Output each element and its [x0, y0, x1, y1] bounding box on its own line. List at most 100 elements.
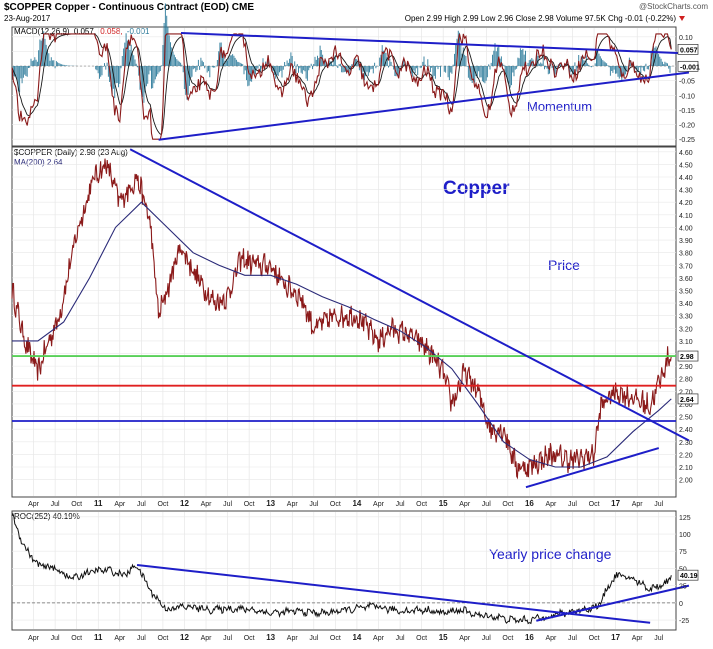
macd-panel-frame	[11, 26, 677, 147]
price-x-tick-label: Jul	[482, 501, 491, 508]
y-tick-label: 2.70	[679, 389, 693, 396]
y-tick-label: 2.90	[679, 364, 693, 371]
price-x-tick-label: Oct	[416, 501, 427, 508]
price-x-tick-label: 15	[439, 499, 448, 508]
quote-change-arrow	[679, 16, 685, 21]
y-tick-label: 0	[679, 601, 683, 608]
roc-x-tick-label: 16	[525, 633, 534, 642]
yearly-change-annotation: Yearly price change	[489, 546, 612, 562]
price-x-tick-label: Apr	[459, 501, 471, 508]
roc-x-tick-label: Jul	[654, 635, 663, 642]
y-tick-label: 4.30	[679, 188, 693, 195]
roc-x-tick-label: Oct	[330, 635, 341, 642]
y-tick-label: 0.10	[679, 35, 693, 42]
y-tick-label: 3.80	[679, 251, 693, 258]
roc-x-tick-label: Apr	[287, 635, 299, 642]
price-x-tick-label: Apr	[632, 501, 644, 508]
price-value-label-box	[677, 350, 699, 362]
price-x-tick-label: 13	[266, 499, 275, 508]
roc-x-tick-label: Apr	[459, 635, 471, 642]
price-x-tick-label: Apr	[373, 501, 385, 508]
ma-legend: MA(200) 2.64	[14, 158, 63, 167]
chart-date: 23-Aug-2017	[4, 14, 51, 23]
price-x-tick-label: Jul	[654, 501, 663, 508]
price-x-tick-label: Jul	[568, 501, 577, 508]
price-x-tick-label: Jul	[137, 501, 146, 508]
roc-x-tick-label: 17	[611, 633, 620, 642]
y-tick-label: 2.20	[679, 452, 693, 459]
roc-x-tick-label: Jul	[309, 635, 318, 642]
roc-x-tick-label: Oct	[71, 635, 82, 642]
roc-x-tick-label: Oct	[157, 635, 168, 642]
y-tick-label: 3.60	[679, 276, 693, 283]
y-tick-label: 75	[679, 549, 687, 556]
price-x-tick-label: Apr	[114, 501, 126, 508]
price-x-tick-label: Apr	[28, 501, 40, 508]
price-x-tick-label: Jul	[309, 501, 318, 508]
axes-layer: Apr Apr Jul Jul Oct Oct 11 11 Apr Apr Jul Jul Oct Oct…	[28, 35, 700, 642]
price-trendline-0	[129, 148, 690, 442]
price-x-tick-label: Oct	[157, 501, 168, 508]
y-tick-label: 4.50	[679, 162, 693, 169]
price-x-tick-label: Oct	[589, 501, 600, 508]
y-tick-label: -0.15	[679, 108, 695, 115]
quote-line: Open 2.99 High 2.99 Low 2.96 Close 2.98 …	[405, 14, 677, 23]
roc-line	[11, 512, 672, 625]
roc-x-tick-label: Jul	[396, 635, 405, 642]
roc-x-tick-label: Apr	[201, 635, 213, 642]
roc-legend: ROC(252) 40.19%	[14, 512, 80, 521]
macd-legend-signal: 0.058,	[100, 27, 122, 36]
roc-x-tick-label: Jul	[482, 635, 491, 642]
y-tick-label: -25	[679, 618, 689, 625]
roc-x-tick-label: Apr	[546, 635, 558, 642]
price-x-tick-label: Apr	[287, 501, 299, 508]
y-tick-label: 4.00	[679, 225, 693, 232]
y-tick-label: 100	[679, 532, 691, 539]
price-panel-frame	[11, 146, 677, 498]
y-tick-label: 2.00	[679, 478, 693, 485]
ma-value-label-box	[677, 393, 699, 405]
roc-x-tick-label: 14	[352, 633, 361, 642]
roc-trendline-1	[536, 584, 690, 622]
price-x-tick-label: Jul	[51, 501, 60, 508]
ma-value-label: 2.64	[680, 397, 694, 404]
y-tick-label: 2.30	[679, 440, 693, 447]
data-layer	[11, 3, 672, 625]
roc-x-tick-label: 13	[266, 633, 275, 642]
roc-trendline-0	[136, 564, 651, 624]
roc-x-tick-label: Oct	[589, 635, 600, 642]
y-tick-label: 2.80	[679, 377, 693, 384]
macd-line	[11, 32, 672, 140]
roc-x-tick-label: Oct	[244, 635, 255, 642]
price-x-tick-label: 11	[94, 499, 103, 508]
roc-x-tick-label: Apr	[373, 635, 385, 642]
macd-value-label-box	[677, 44, 699, 55]
macd-legend: MACD(12,26,9) 0.057, 0.058, -0.001	[14, 27, 150, 36]
y-tick-label: 4.40	[679, 175, 693, 182]
roc-x-tick-label: Apr	[114, 635, 126, 642]
macd-legend-value: 0.057,	[74, 27, 96, 36]
y-tick-label: -0.20	[679, 123, 695, 130]
y-tick-label: 3.40	[679, 301, 693, 308]
roc-x-tick-label: Apr	[28, 635, 40, 642]
macd-legend-histogram: -0.001	[127, 27, 150, 36]
y-tick-label: -0.25	[679, 137, 695, 144]
y-tick-label: 4.10	[679, 213, 693, 220]
macd-legend-name: MACD(12,26,9)	[14, 27, 70, 36]
macd-trendline-1	[158, 71, 690, 141]
price-x-tick-label: Oct	[71, 501, 82, 508]
roc-x-tick-label: Jul	[137, 635, 146, 642]
price-trendline-1	[525, 447, 660, 489]
roc-value-label-box	[677, 569, 699, 581]
roc-x-tick-label: 12	[180, 633, 189, 642]
price-x-tick-label: Apr	[201, 501, 213, 508]
price-legend: $COPPER (Daily) 2.98 (23 Aug)	[14, 148, 128, 157]
y-tick-label: 3.90	[679, 238, 693, 245]
y-tick-label: 3.50	[679, 288, 693, 295]
price-x-tick-label: 16	[525, 499, 534, 508]
grid-layer	[12, 28, 676, 629]
roc-x-tick-label: Oct	[416, 635, 427, 642]
roc-x-tick-label: Jul	[51, 635, 60, 642]
signal-value-label: -0.001	[680, 64, 700, 71]
roc-x-tick-label: Oct	[502, 635, 513, 642]
